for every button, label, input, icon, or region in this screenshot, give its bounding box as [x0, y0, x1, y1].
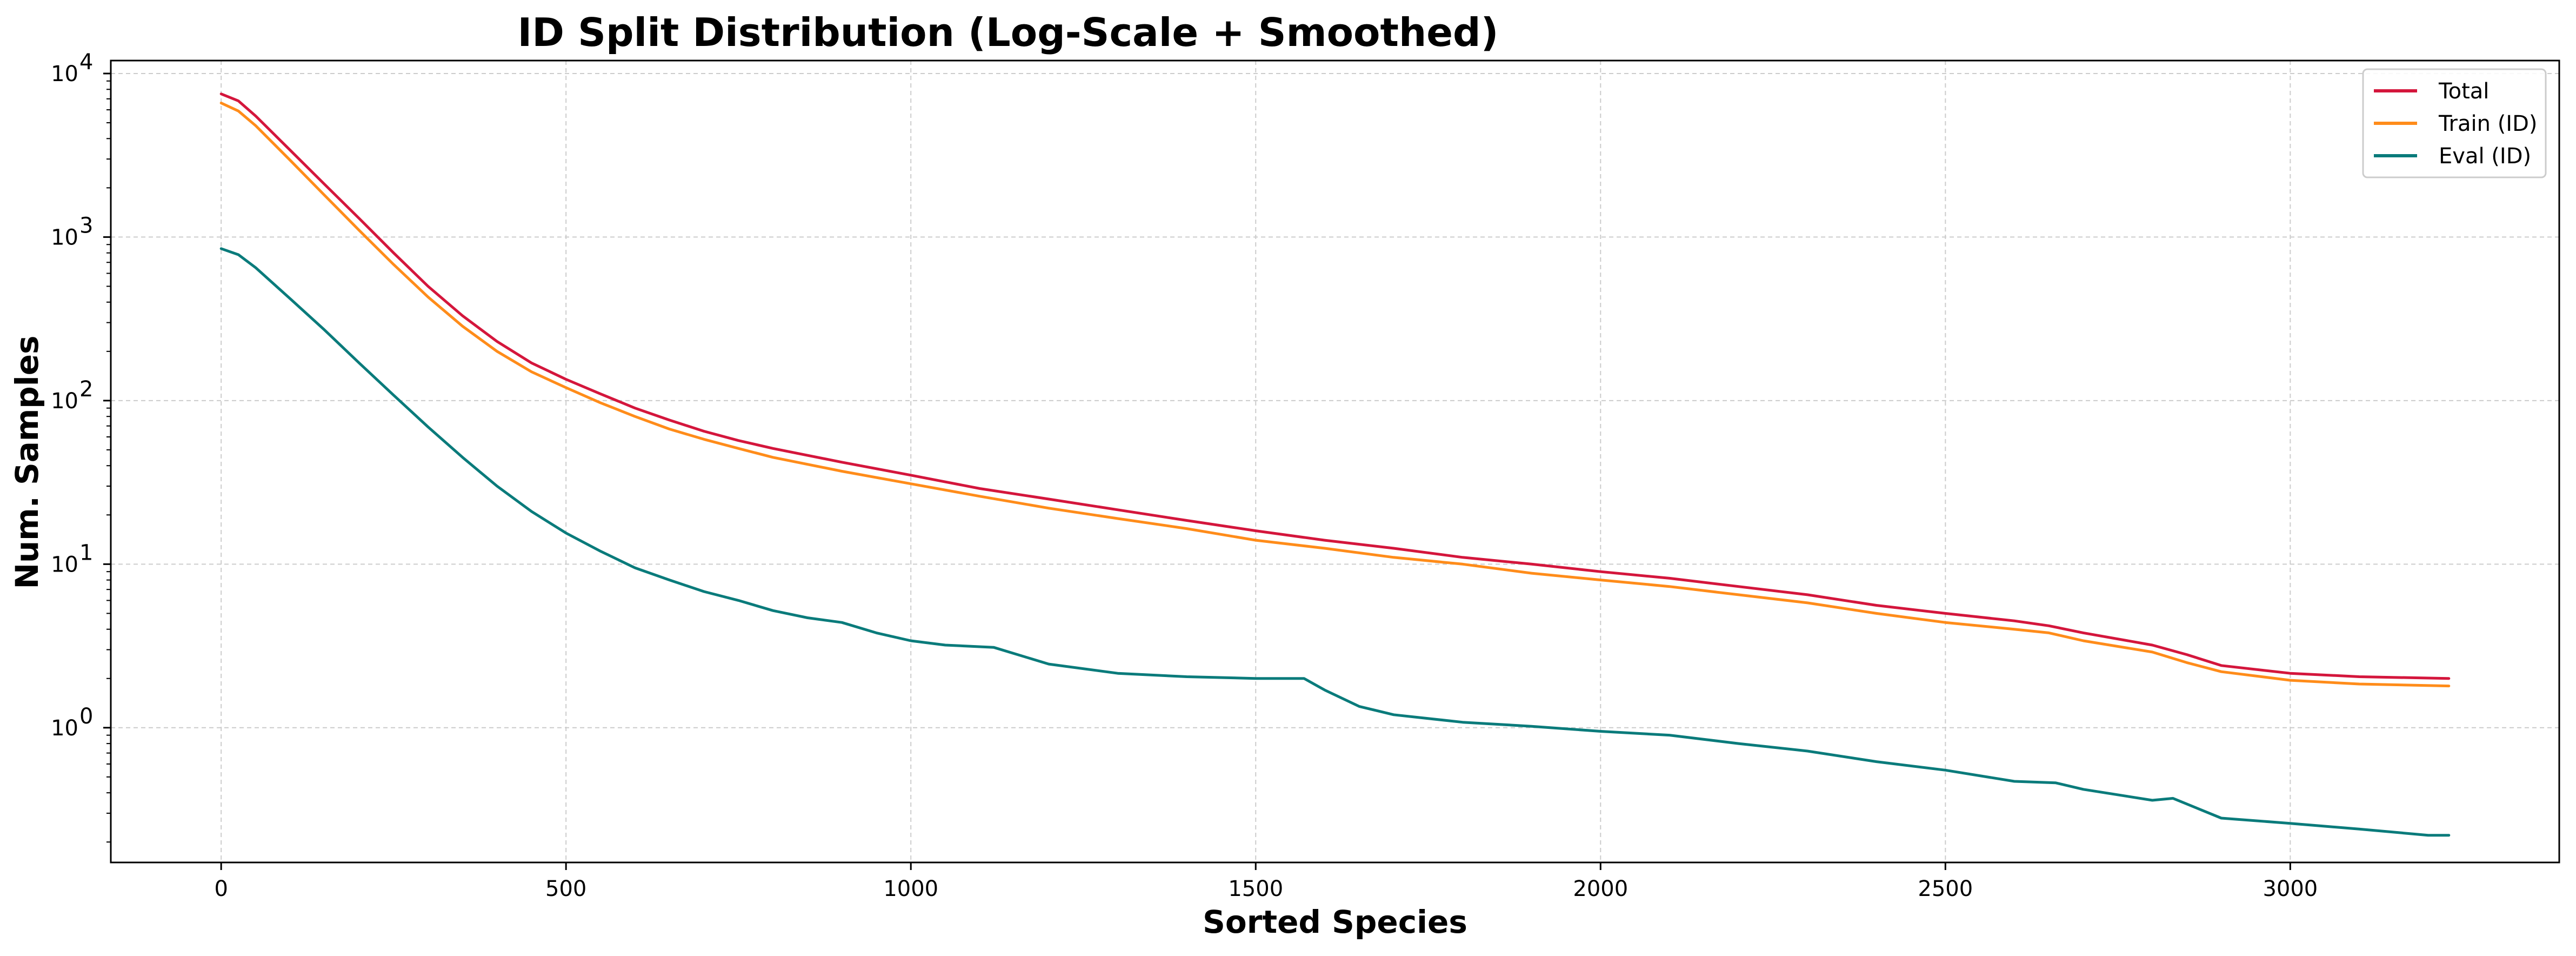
- grid-layer: [111, 61, 2559, 862]
- y-tick-label: 10: [51, 716, 78, 741]
- series-line-train-id: [219, 102, 2451, 688]
- x-tick-label: 3000: [2263, 877, 2318, 901]
- y-tick-label: 10: [51, 225, 78, 250]
- x-axis-label: Sorted Species: [1203, 904, 1467, 940]
- legend-label-total: Total: [2438, 79, 2489, 104]
- x-tick-label: 0: [214, 877, 228, 901]
- plot-frame: [110, 59, 2560, 864]
- y-tick-exponent: 3: [79, 213, 93, 238]
- y-tick-exponent: 1: [79, 540, 93, 565]
- y-tick-label: 10: [51, 389, 78, 414]
- x-axis: 0 500 1000 1500 2000 2500 3000: [214, 862, 2318, 901]
- series-line-eval-id: [219, 247, 2451, 837]
- chart-title: ID Split Distribution (Log-Scale + Smoot…: [518, 10, 1499, 55]
- legend-label-train: Train (ID): [2438, 111, 2538, 136]
- legend-label-eval: Eval (ID): [2439, 144, 2531, 169]
- legend-box: [2362, 68, 2547, 178]
- series-line-total: [219, 92, 2451, 680]
- series-layer: [219, 92, 2451, 837]
- y-axis-label: Num. Samples: [9, 335, 45, 589]
- x-tick-label: 2000: [1573, 877, 1628, 901]
- y-tick-exponent: 2: [79, 377, 93, 402]
- x-tick-label: 1000: [883, 877, 938, 901]
- y-tick-label: 10: [51, 62, 78, 87]
- x-tick-label: 1500: [1228, 877, 1283, 901]
- legend: Total Train (ID) Eval (ID): [2362, 68, 2547, 178]
- x-tick-label: 500: [545, 877, 586, 901]
- y-tick-exponent: 0: [79, 704, 93, 729]
- x-tick-label: 2500: [1918, 877, 1973, 901]
- y-tick-exponent: 4: [79, 50, 93, 75]
- y-tick-label: 10: [51, 552, 78, 577]
